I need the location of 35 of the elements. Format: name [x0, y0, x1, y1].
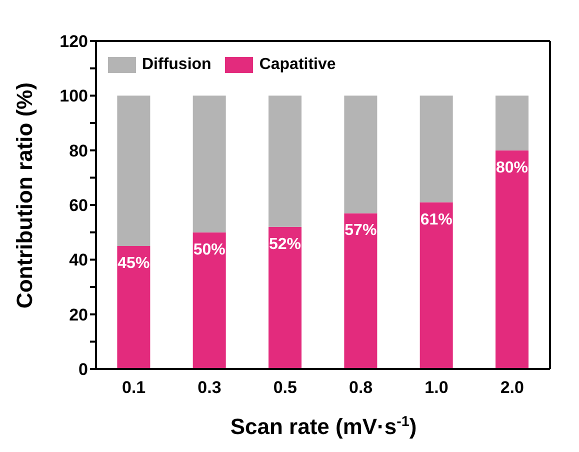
x-tick-label: 0.3 — [198, 378, 222, 398]
bar — [420, 202, 453, 369]
data-label: 45% — [118, 255, 150, 272]
legend-label: Diffusion — [142, 56, 212, 74]
x-axis-title: Scan rate (mV·s$^{-1}$) — [230, 414, 417, 439]
y-tick-label: 40 — [69, 250, 88, 270]
y-tick-label: 100 — [60, 86, 88, 106]
bar — [496, 96, 529, 150]
bar — [192, 232, 226, 369]
legend-label: Capatitive — [259, 56, 336, 74]
bar — [420, 96, 453, 202]
bar — [192, 96, 226, 232]
x-tick-label: 0.8 — [349, 378, 373, 398]
x-tick-label: 2.0 — [500, 378, 524, 398]
bar — [496, 150, 529, 369]
x-tick-label: 0.5 — [273, 378, 297, 398]
y-tick-label: 60 — [69, 196, 88, 216]
data-label: 57% — [344, 222, 377, 240]
data-label: 80% — [496, 159, 528, 176]
y-tick-label: 120 — [60, 32, 88, 52]
y-tick-label: 20 — [69, 305, 88, 324]
bar — [344, 213, 378, 369]
y-tick-label: 80 — [69, 141, 88, 160]
y-axis-title: Contribution ratio (%) — [12, 82, 37, 309]
data-label: 61% — [420, 211, 452, 228]
bar — [344, 96, 378, 214]
bar — [268, 96, 302, 227]
bar — [117, 96, 150, 246]
x-tick-label: 1.0 — [424, 378, 448, 398]
y-tick-label: 0 — [78, 360, 88, 380]
bar — [268, 226, 302, 369]
data-label: 50% — [193, 241, 226, 258]
bar — [117, 246, 150, 369]
data-label: 52% — [269, 236, 302, 253]
x-tick-label: 0.1 — [122, 378, 146, 398]
